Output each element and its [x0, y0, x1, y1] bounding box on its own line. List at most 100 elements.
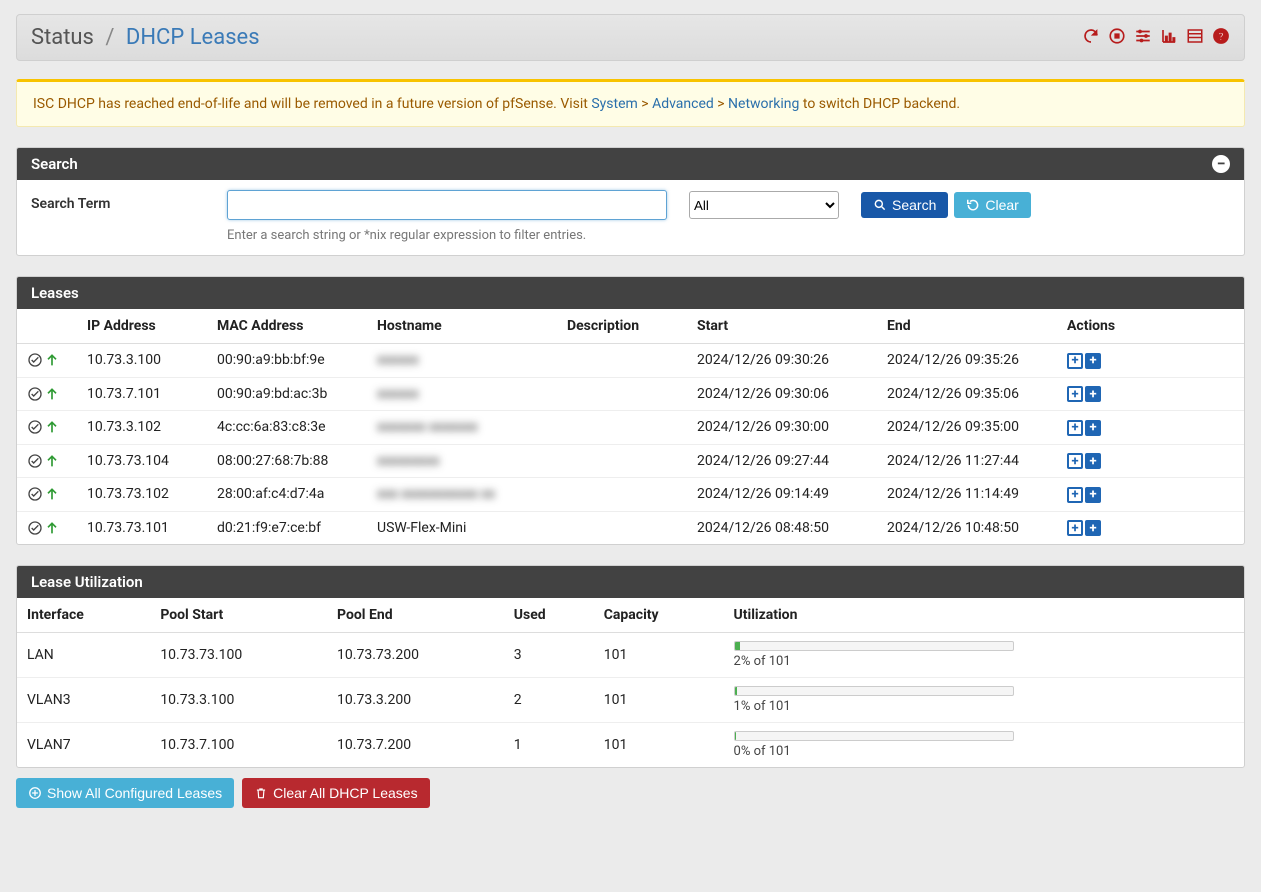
lease-hostname: xxxxxx [367, 344, 557, 378]
svg-text:?: ? [1218, 29, 1223, 42]
clear-all-button[interactable]: Clear All DHCP Leases [242, 778, 429, 808]
refresh-icon[interactable] [1082, 27, 1100, 49]
add-mapping-icon[interactable]: + [1067, 353, 1083, 369]
lease-end: 2024/12/26 09:35:00 [877, 411, 1057, 445]
lease-start: 2024/12/26 09:30:26 [687, 344, 877, 378]
lease-actions: ++ [1057, 444, 1244, 478]
search-scope-select[interactable]: All [689, 191, 839, 219]
add-wol-icon[interactable]: + [1085, 386, 1101, 402]
search-input[interactable] [227, 190, 667, 220]
lease-description [557, 377, 687, 411]
lease-description [557, 344, 687, 378]
util-col-header: Capacity [594, 598, 724, 633]
search-button[interactable]: Search [861, 192, 948, 218]
util-pool-start: 10.73.3.100 [150, 678, 327, 723]
add-mapping-icon[interactable]: + [1067, 453, 1083, 469]
lease-mac: d0:21:f9:e7:ce:bf [207, 511, 367, 544]
lease-actions: ++ [1057, 411, 1244, 445]
add-wol-icon[interactable]: + [1085, 453, 1101, 469]
add-mapping-icon[interactable]: + [1067, 487, 1083, 503]
alert-link-advanced[interactable]: Advanced [652, 96, 714, 112]
util-used: 3 [504, 633, 594, 678]
lease-mac: 4c:cc:6a:83:c8:3e [207, 411, 367, 445]
show-all-button[interactable]: Show All Configured Leases [16, 778, 234, 808]
util-bar-cell: 0% of 101 [724, 723, 1244, 768]
add-wol-icon[interactable]: + [1085, 420, 1101, 436]
leases-panel-heading: Leases [17, 277, 1244, 309]
header-actions: ? [1082, 27, 1230, 49]
lease-ip: 10.73.73.101 [77, 511, 207, 544]
alert-link-networking[interactable]: Networking [728, 96, 799, 112]
util-pool-end: 10.73.3.200 [327, 678, 504, 723]
stop-icon[interactable] [1108, 27, 1126, 49]
util-col-header: Pool Start [150, 598, 327, 633]
lease-mac: 28:00:af:c4:d7:4a [207, 478, 367, 512]
table-row: 10.73.7.10100:90:a9:bd:ac:3bxxxxxx2024/1… [17, 377, 1244, 411]
lease-status [17, 411, 77, 445]
util-bar-cell: 1% of 101 [724, 678, 1244, 723]
lease-status [17, 444, 77, 478]
lease-hostname: USW-Flex-Mini [367, 511, 557, 544]
add-mapping-icon[interactable]: + [1067, 520, 1083, 536]
alert-link-system[interactable]: System [591, 96, 637, 112]
chart-icon[interactable] [1160, 27, 1178, 49]
search-button-label: Search [892, 197, 936, 213]
list-icon[interactable] [1186, 27, 1204, 49]
table-row: VLAN310.73.3.10010.73.3.20021011% of 101 [17, 678, 1244, 723]
help-icon[interactable]: ? [1212, 27, 1230, 49]
util-col-header: Pool End [327, 598, 504, 633]
lease-hostname: xxx xxxxxxxxxxx xx [367, 478, 557, 512]
add-mapping-icon[interactable]: + [1067, 386, 1083, 402]
add-wol-icon[interactable]: + [1085, 353, 1101, 369]
lease-actions: ++ [1057, 511, 1244, 544]
util-bar-cell: 2% of 101 [724, 633, 1244, 678]
lease-hostname: xxxxxxx xxxxxxx [367, 411, 557, 445]
utilization-panel: Lease Utilization InterfacePool StartPoo… [16, 565, 1245, 768]
leases-col-header: MAC Address [207, 309, 367, 344]
clear-button[interactable]: Clear [954, 192, 1030, 218]
lease-description [557, 411, 687, 445]
table-row: LAN10.73.73.10010.73.73.20031012% of 101 [17, 633, 1244, 678]
lease-ip: 10.73.3.102 [77, 411, 207, 445]
lease-status [17, 344, 77, 378]
leases-col-header: Start [687, 309, 877, 344]
lease-actions: ++ [1057, 478, 1244, 512]
collapse-icon[interactable]: − [1212, 155, 1230, 173]
sliders-icon[interactable] [1134, 27, 1152, 49]
lease-end: 2024/12/26 10:48:50 [877, 511, 1057, 544]
lease-end: 2024/12/26 11:14:49 [877, 478, 1057, 512]
breadcrumb-root[interactable]: Status [31, 25, 94, 50]
lease-end: 2024/12/26 09:35:06 [877, 377, 1057, 411]
leases-col-header: Description [557, 309, 687, 344]
util-col-header: Utilization [724, 598, 1244, 633]
lease-description [557, 478, 687, 512]
lease-start: 2024/12/26 09:27:44 [687, 444, 877, 478]
bottom-buttons: Show All Configured Leases Clear All DHC… [16, 778, 1245, 808]
util-used: 1 [504, 723, 594, 768]
lease-start: 2024/12/26 08:48:50 [687, 511, 877, 544]
util-capacity: 101 [594, 723, 724, 768]
lease-start: 2024/12/26 09:30:00 [687, 411, 877, 445]
table-row: 10.73.73.101d0:21:f9:e7:ce:bfUSW-Flex-Mi… [17, 511, 1244, 544]
lease-end: 2024/12/26 11:27:44 [877, 444, 1057, 478]
lease-mac: 00:90:a9:bd:ac:3b [207, 377, 367, 411]
lease-end: 2024/12/26 09:35:26 [877, 344, 1057, 378]
lease-ip: 10.73.73.102 [77, 478, 207, 512]
lease-actions: ++ [1057, 344, 1244, 378]
add-wol-icon[interactable]: + [1085, 487, 1101, 503]
util-pool-start: 10.73.73.100 [150, 633, 327, 678]
util-capacity: 101 [594, 678, 724, 723]
util-pool-end: 10.73.73.200 [327, 633, 504, 678]
leases-col-header: Actions [1057, 309, 1244, 344]
table-row: 10.73.3.1024c:cc:6a:83:c8:3exxxxxxx xxxx… [17, 411, 1244, 445]
lease-status [17, 377, 77, 411]
page-header: Status / DHCP Leases ? [16, 14, 1245, 61]
search-panel-heading: Search − [17, 148, 1244, 180]
clear-button-label: Clear [985, 197, 1018, 213]
add-wol-icon[interactable]: + [1085, 520, 1101, 536]
add-mapping-icon[interactable]: + [1067, 420, 1083, 436]
search-panel-title: Search [31, 155, 78, 173]
utilization-panel-heading: Lease Utilization [17, 566, 1244, 598]
utilization-table: InterfacePool StartPool EndUsedCapacityU… [17, 598, 1244, 767]
leases-col-header: Hostname [367, 309, 557, 344]
